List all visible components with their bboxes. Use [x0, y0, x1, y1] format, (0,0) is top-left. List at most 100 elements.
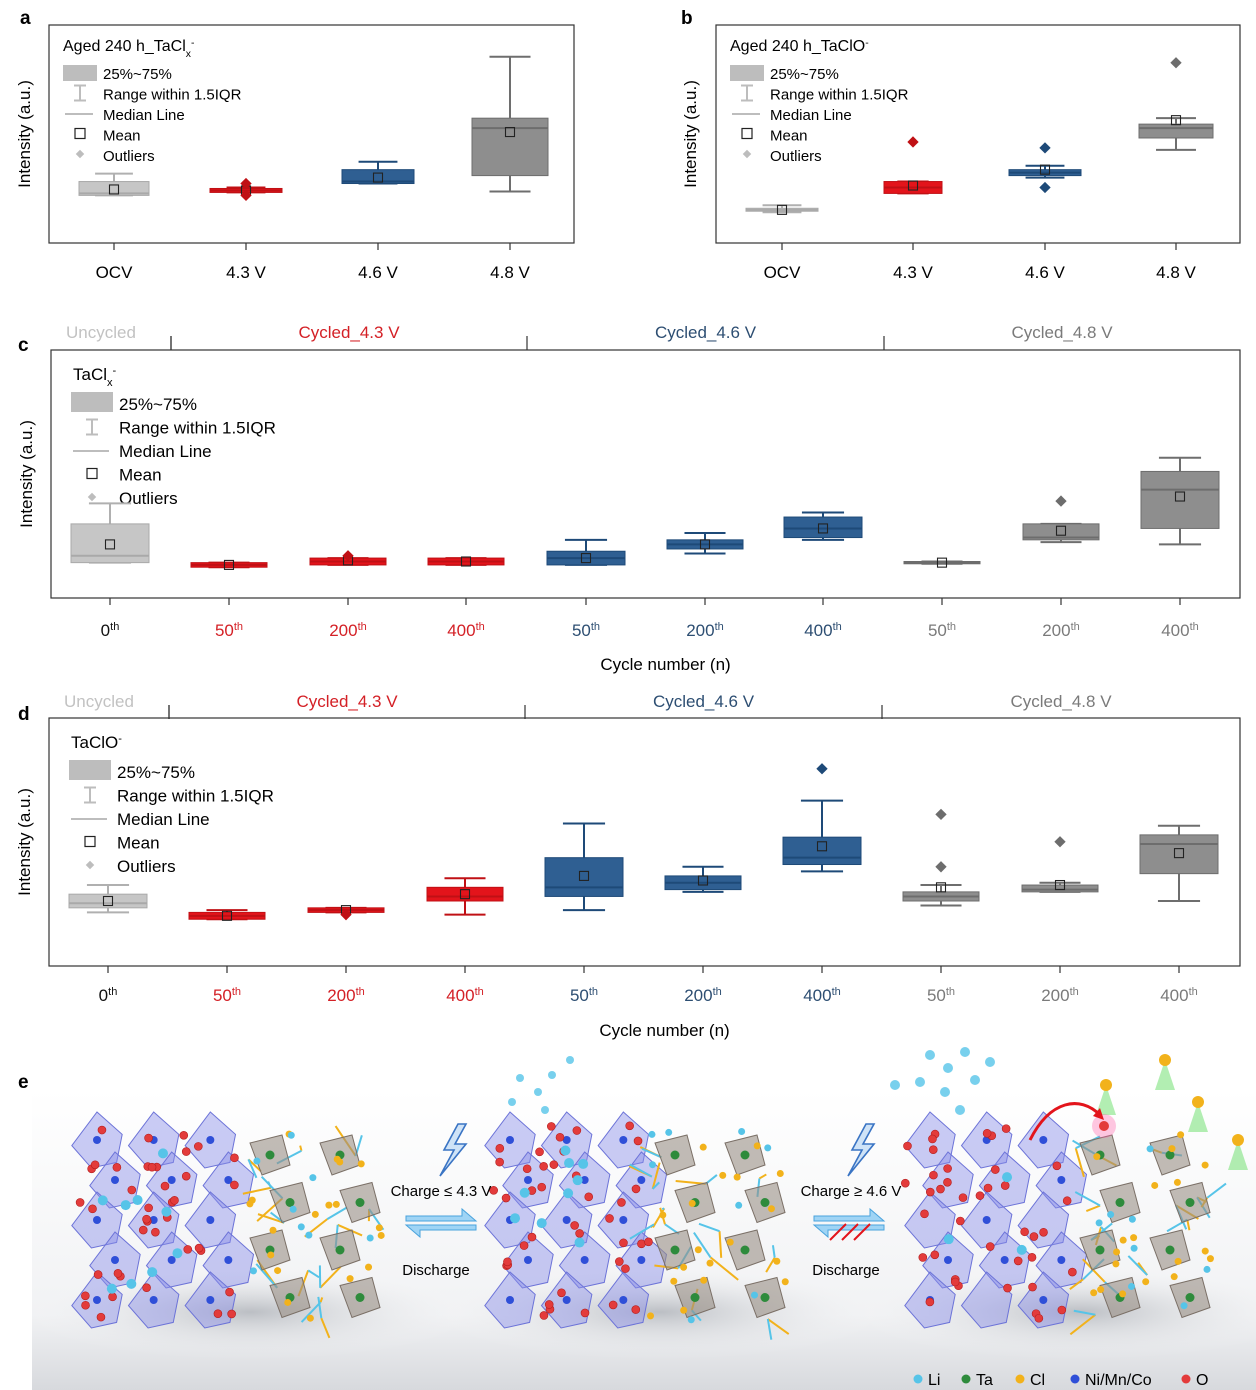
y-axis-label: Intensity (a.u.): [681, 80, 700, 188]
emitted-lithium: [970, 1075, 980, 1085]
oxygen-atom: [943, 1178, 952, 1187]
mean-marker: [104, 539, 116, 550]
bond: [247, 1158, 258, 1179]
x-tick-label-num: 50: [213, 986, 232, 1005]
bond: [767, 1318, 790, 1335]
chlorine-atom: [773, 1257, 781, 1265]
oxygen-atom: [985, 1242, 995, 1251]
tantalum-atom: [1115, 1198, 1125, 1207]
emitted-lithium: [516, 1074, 524, 1082]
chart-title: TaClO-: [71, 733, 122, 752]
legend-median-label: Median Line: [119, 442, 212, 461]
x-tick-label: 0th: [99, 986, 118, 1005]
x-tick-label: 200th: [329, 621, 367, 640]
chlorine-atom: [1119, 1290, 1127, 1298]
x-tick-label-sup: th: [1189, 986, 1198, 998]
bond: [651, 1181, 660, 1190]
outlier-marker: [1170, 57, 1182, 69]
oxygen-atom: [928, 1134, 937, 1144]
lithium-atom: [249, 1267, 257, 1275]
x-tick-label-num: 50: [927, 986, 946, 1005]
iqr-box: [1138, 123, 1214, 139]
emitted-lithium: [940, 1087, 950, 1097]
chlorine-atom: [1201, 1247, 1209, 1255]
lithium-atom: [1128, 1215, 1136, 1223]
oxygen-atom: [901, 1178, 910, 1188]
group-label: Uncycled: [66, 323, 136, 342]
legend-e-label: Ni/Mn/Co: [1085, 1372, 1152, 1389]
legend-box-swatch: [730, 65, 764, 81]
lithium-atom: [289, 1205, 297, 1213]
x-tick-label-num: 400: [804, 621, 832, 640]
oxygen-atom: [183, 1245, 193, 1254]
migration-arrow-icon: [1028, 1102, 1102, 1141]
bond: [267, 1181, 272, 1189]
oxygen-atom: [539, 1311, 549, 1320]
lithium-atom: [126, 1278, 137, 1289]
metal-atom: [149, 1296, 158, 1304]
oxygen-atom: [920, 1209, 929, 1219]
coating-structure: [1069, 1131, 1227, 1336]
chlorine-atom: [269, 1226, 277, 1234]
metal-atom: [619, 1216, 628, 1224]
lithium-atom: [1127, 1282, 1135, 1290]
lithium-atom: [157, 1148, 168, 1159]
tantalum-atom: [335, 1245, 345, 1255]
lithium-atom: [1180, 1302, 1188, 1310]
panel-e-legend: Li Ta Cl Ni/Mn/Co O: [913, 1372, 1208, 1389]
bond: [1082, 1258, 1106, 1283]
x-tick-label-sup: th: [833, 621, 842, 633]
layered-oxide-structure: [71, 1111, 255, 1329]
lithium-atom: [287, 1131, 295, 1139]
oxygen-atom: [495, 1157, 504, 1167]
chlorine-atom: [680, 1263, 688, 1271]
oxygen-atom: [522, 1164, 532, 1174]
x-tick-label: 4.3 V: [226, 263, 266, 282]
bond: [641, 1147, 662, 1159]
metal-atom: [206, 1216, 215, 1224]
oxygen-atom: [1068, 1267, 1077, 1277]
x-tick-label-num: 400: [803, 986, 831, 1005]
bond: [629, 1163, 653, 1178]
bond: [1074, 1147, 1085, 1178]
x-tick-label-num: 400: [1160, 986, 1188, 1005]
chlorine-atom: [1201, 1161, 1209, 1169]
oxygen-atom: [575, 1229, 584, 1238]
legend-range-label: Range within 1.5IQR: [103, 87, 242, 104]
metal-atom: [206, 1136, 215, 1144]
oxygen-atom: [555, 1132, 565, 1142]
metal-atom: [224, 1176, 233, 1184]
metal-atom: [619, 1136, 628, 1144]
tantalum-atom: [670, 1150, 680, 1160]
chlorine-atom: [274, 1267, 282, 1275]
lithium-atom: [1130, 1244, 1138, 1252]
box-plot: [68, 884, 148, 914]
oxygen-atom: [925, 1297, 935, 1307]
x-tick-label: 4.3 V: [893, 263, 933, 282]
metal-atom: [93, 1216, 101, 1224]
chart-title-sub: x: [186, 49, 192, 60]
lithium-atom: [1016, 1244, 1027, 1255]
lithium-atom: [253, 1157, 261, 1165]
lithium-atom: [578, 1158, 589, 1169]
legend-dot: [1015, 1374, 1025, 1384]
x-axis-label: Cycle number (n): [600, 655, 730, 674]
oxygen-atom: [225, 1287, 234, 1297]
lithium-atom: [560, 1145, 571, 1156]
box-plot: [666, 532, 744, 555]
x-tick-label: 50th: [570, 986, 598, 1005]
box-plot: [883, 136, 943, 195]
oxygen-atom: [194, 1243, 204, 1253]
metal-atom: [1039, 1296, 1048, 1304]
lithium-atom: [120, 1200, 131, 1211]
octahedron: [904, 1191, 956, 1249]
legend-mean-label: Mean: [103, 128, 141, 145]
x-tick-label-sup: th: [108, 986, 117, 998]
plot-frame: [50, 349, 1241, 599]
oxygen-atom: [621, 1264, 630, 1273]
bond: [705, 1174, 718, 1185]
oxygen-atom: [96, 1312, 106, 1322]
chart-title-sup: -: [191, 38, 194, 49]
chlorine-atom: [1130, 1234, 1138, 1242]
x-tick-label: 400th: [446, 986, 484, 1005]
